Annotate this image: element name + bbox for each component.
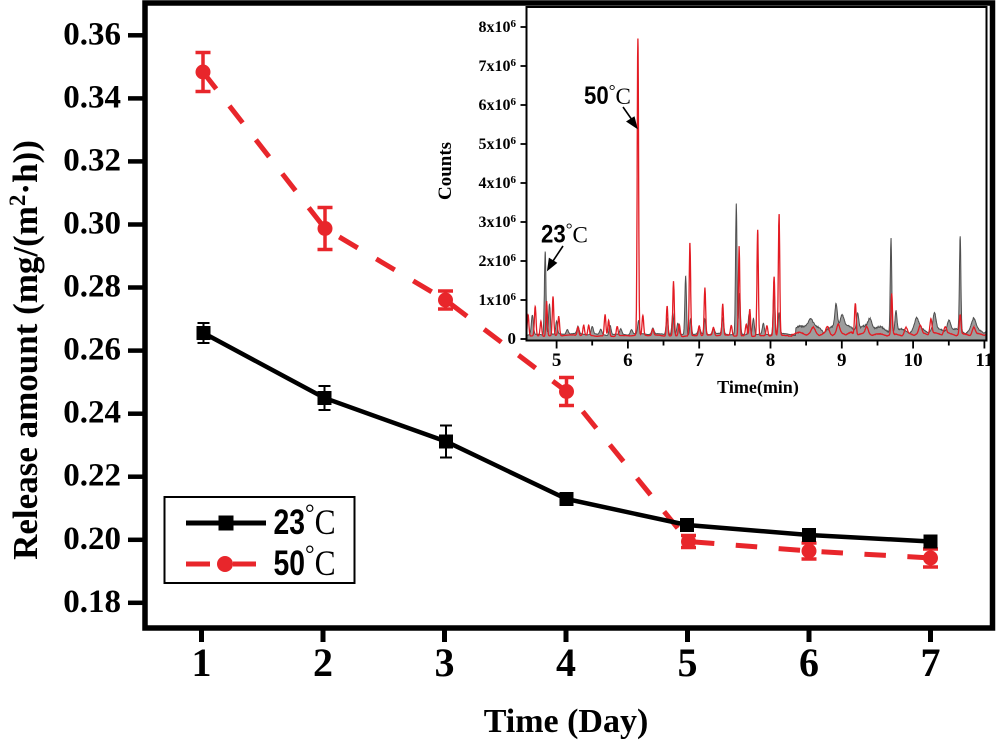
svg-text:5: 5: [678, 640, 698, 685]
svg-text:Time(min): Time(min): [717, 377, 799, 398]
svg-text:3x106: 3x106: [479, 213, 517, 231]
svg-text:1x106: 1x106: [479, 291, 517, 309]
svg-text:23°C: 23°C: [274, 501, 336, 542]
svg-text:7x106: 7x106: [479, 57, 517, 75]
svg-text:Time (Day): Time (Day): [484, 703, 649, 740]
svg-text:11: 11: [975, 350, 993, 371]
svg-text:0.30: 0.30: [63, 206, 121, 242]
svg-text:8: 8: [766, 350, 776, 371]
svg-text:0.24: 0.24: [63, 395, 121, 431]
svg-text:0.18: 0.18: [63, 584, 121, 620]
svg-text:Counts: Counts: [435, 142, 456, 200]
svg-text:0.34: 0.34: [63, 79, 121, 115]
svg-text:3: 3: [435, 640, 455, 685]
svg-text:1: 1: [192, 640, 212, 685]
svg-text:5: 5: [552, 350, 562, 371]
svg-text:6: 6: [799, 640, 819, 685]
svg-text:6x106: 6x106: [479, 96, 517, 114]
svg-text:0.36: 0.36: [63, 16, 121, 52]
svg-text:10: 10: [904, 350, 923, 371]
svg-text:50°C: 50°C: [274, 542, 336, 583]
svg-text:50°C: 50°C: [584, 81, 631, 110]
svg-text:5x106: 5x106: [479, 135, 517, 153]
svg-text:0.26: 0.26: [63, 332, 121, 368]
svg-text:0.32: 0.32: [63, 142, 121, 178]
svg-text:6: 6: [623, 350, 633, 371]
svg-text:4x106: 4x106: [479, 174, 517, 192]
svg-text:0.22: 0.22: [63, 458, 121, 494]
svg-text:4: 4: [556, 640, 576, 685]
svg-text:0: 0: [508, 329, 517, 348]
svg-text:0.28: 0.28: [63, 269, 121, 305]
svg-text:8x106: 8x106: [479, 18, 517, 36]
svg-text:7: 7: [694, 350, 704, 371]
svg-text:2: 2: [313, 640, 333, 685]
svg-text:0.20: 0.20: [63, 521, 121, 557]
svg-text:2x106: 2x106: [479, 252, 517, 270]
svg-text:23°C: 23°C: [541, 220, 588, 249]
svg-text:Release amount (mg/(m2·h)): Release amount (mg/(m2·h)): [5, 140, 45, 560]
svg-text:9: 9: [837, 350, 847, 371]
svg-text:7: 7: [921, 640, 941, 685]
